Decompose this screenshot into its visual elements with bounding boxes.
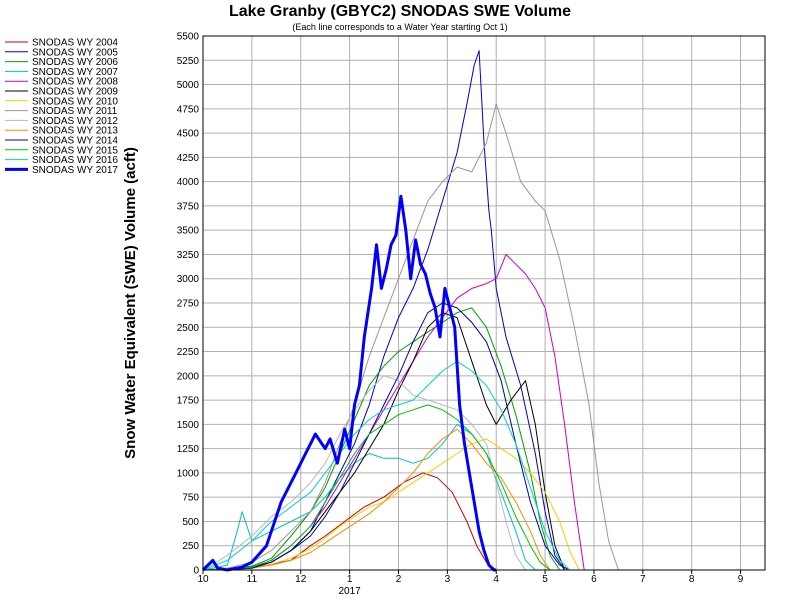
legend-item: SNODAS WY 2013 [32, 126, 118, 137]
chart-subtitle: (Each line corresponds to a Water Year s… [292, 22, 507, 32]
y-tick-label: 5500 [177, 32, 200, 43]
y-axis-label: Snow Water Equivalent (SWE) Volume (acft… [122, 147, 139, 459]
y-tick-label: 2500 [177, 323, 200, 334]
x-tick-label: 4 [493, 574, 499, 585]
legend-item: SNODAS WY 2010 [32, 96, 118, 107]
legend-item: SNODAS WY 2011 [32, 106, 118, 117]
series-line [202, 103, 619, 571]
x-tick-label: 10 [197, 574, 209, 585]
legend-item: SNODAS WY 2014 [32, 136, 118, 147]
y-tick-label: 5250 [177, 56, 200, 67]
series-line [202, 428, 551, 571]
x-tick-label: 7 [640, 574, 646, 585]
x-year-label: 2017 [338, 586, 361, 597]
series-line [202, 438, 580, 571]
y-axis-ticks: 0 250 500 750 1000 1250 1500 1750 2000 2250 2500 27… [177, 32, 200, 577]
series-line [202, 254, 585, 571]
legend-item: SNODAS WY 2006 [32, 57, 118, 68]
x-tick-label: 12 [295, 574, 307, 585]
series-line [202, 404, 551, 571]
x-tick-label: 9 [738, 574, 744, 585]
legend-item: SNODAS WY 2017 [32, 165, 118, 176]
y-tick-label: 4250 [177, 153, 200, 164]
series-line [202, 302, 570, 571]
x-tick-label: 2 [396, 574, 402, 585]
x-tick-label: 3 [445, 574, 451, 585]
legend-item: SNODAS WY 2015 [32, 145, 118, 156]
y-tick-label: 3250 [177, 250, 200, 261]
x-tick-label: 1 [347, 574, 353, 585]
y-tick-label: 5000 [177, 80, 200, 91]
y-tick-label: 1500 [177, 420, 200, 431]
chart-title: Lake Granby (GBYC2) SNODAS SWE Volume [229, 3, 571, 20]
series-lines [201, 50, 619, 572]
x-tick-label: 6 [591, 574, 597, 585]
y-tick-label: 0 [193, 566, 199, 577]
y-tick-label: 2000 [177, 371, 200, 382]
y-tick-label: 4000 [177, 177, 200, 188]
y-tick-label: 2250 [177, 347, 200, 358]
series-line [202, 360, 570, 571]
y-tick-label: 1250 [177, 444, 200, 455]
y-tick-label: 2750 [177, 299, 200, 310]
legend-item: SNODAS WY 2008 [32, 77, 118, 88]
legend-item: SNODAS WY 2004 [32, 38, 118, 49]
y-tick-label: 3750 [177, 201, 200, 212]
y-tick-label: 3500 [177, 226, 200, 237]
y-tick-label: 3000 [177, 274, 200, 285]
x-tick-label: 11 [247, 574, 258, 585]
legend-item: SNODAS WY 2009 [32, 87, 118, 98]
y-tick-label: 4750 [177, 104, 200, 115]
legend-item: SNODAS WY 2016 [32, 155, 118, 166]
plot-area-frame [202, 35, 766, 571]
legend-item: SNODAS WY 2005 [32, 47, 118, 58]
x-tick-label: 5 [542, 574, 548, 585]
legend-item: SNODAS WY 2007 [32, 67, 118, 78]
legend-item: SNODAS WY 2012 [32, 116, 118, 127]
y-tick-label: 1000 [177, 468, 200, 479]
y-tick-label: 1750 [177, 396, 200, 407]
series-line [202, 423, 536, 571]
y-tick-label: 750 [182, 493, 199, 504]
series-line [202, 307, 561, 571]
y-tick-label: 500 [182, 517, 199, 528]
y-tick-label: 250 [182, 541, 199, 552]
x-tick-label: 8 [689, 574, 695, 585]
y-tick-label: 4500 [177, 129, 200, 140]
series-line [201, 194, 497, 572]
